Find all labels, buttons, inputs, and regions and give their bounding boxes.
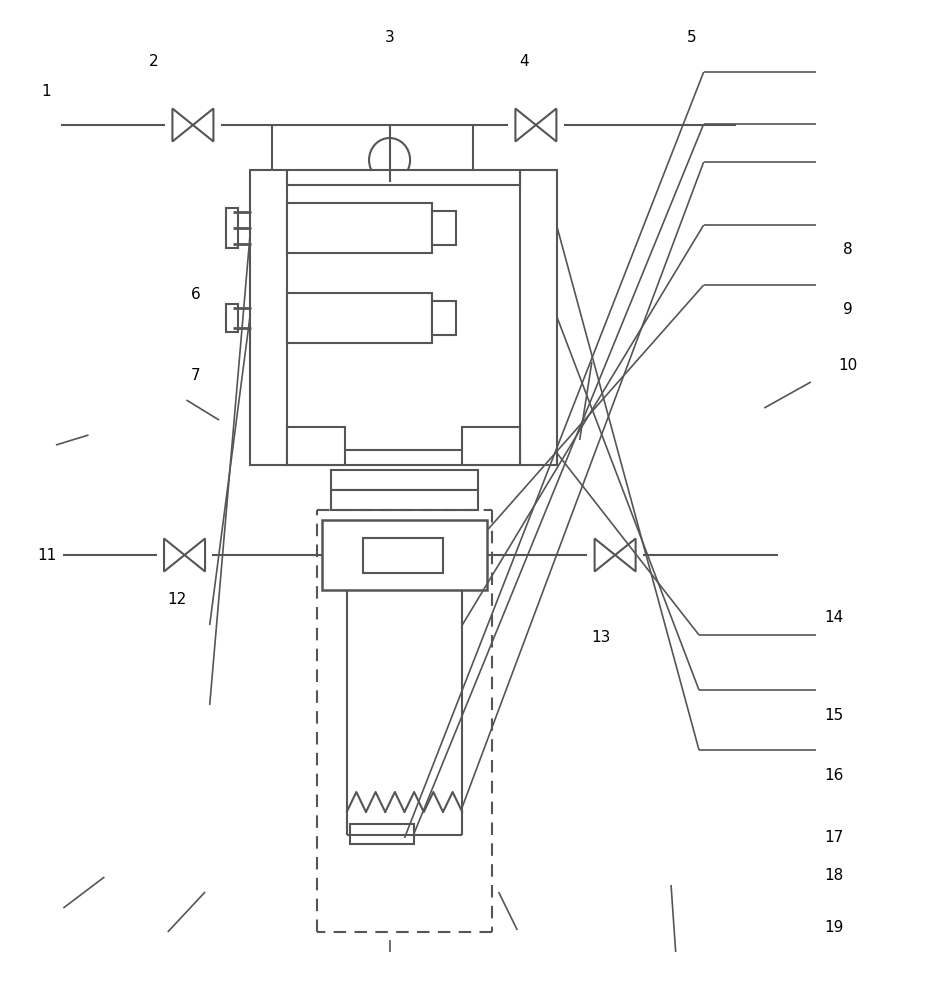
- Bar: [432, 211, 456, 245]
- Bar: [287, 203, 432, 253]
- Bar: [363, 537, 443, 572]
- Text: 13: 13: [592, 631, 610, 646]
- Text: 15: 15: [825, 708, 843, 722]
- Text: 11: 11: [37, 548, 56, 562]
- Bar: [250, 170, 287, 465]
- Text: 4: 4: [519, 54, 528, 70]
- Bar: [520, 170, 557, 465]
- Text: 2: 2: [149, 54, 158, 70]
- Text: 14: 14: [825, 610, 843, 626]
- Text: 12: 12: [168, 592, 186, 607]
- Bar: [287, 427, 345, 465]
- Bar: [322, 520, 487, 590]
- Text: 16: 16: [825, 768, 843, 782]
- Text: 1: 1: [42, 85, 51, 100]
- Bar: [331, 470, 478, 490]
- Text: 9: 9: [843, 302, 853, 318]
- Bar: [462, 427, 520, 465]
- Text: 17: 17: [825, 830, 843, 845]
- Text: 19: 19: [825, 921, 843, 936]
- Bar: [350, 824, 414, 844]
- Text: 6: 6: [191, 287, 200, 302]
- Text: 5: 5: [687, 30, 696, 45]
- Bar: [432, 301, 456, 335]
- Bar: [287, 293, 432, 343]
- Bar: [226, 208, 238, 248]
- Bar: [287, 170, 520, 185]
- Text: 3: 3: [385, 30, 394, 45]
- Text: 10: 10: [839, 358, 857, 372]
- Bar: [331, 490, 478, 510]
- Text: 18: 18: [825, 867, 843, 882]
- Text: 8: 8: [843, 242, 853, 257]
- Bar: [226, 304, 238, 332]
- Text: 7: 7: [191, 367, 200, 382]
- Bar: [287, 450, 520, 465]
